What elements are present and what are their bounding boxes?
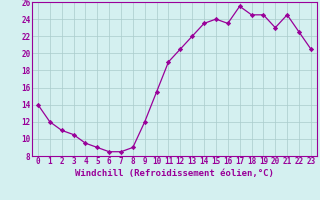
X-axis label: Windchill (Refroidissement éolien,°C): Windchill (Refroidissement éolien,°C) <box>75 169 274 178</box>
